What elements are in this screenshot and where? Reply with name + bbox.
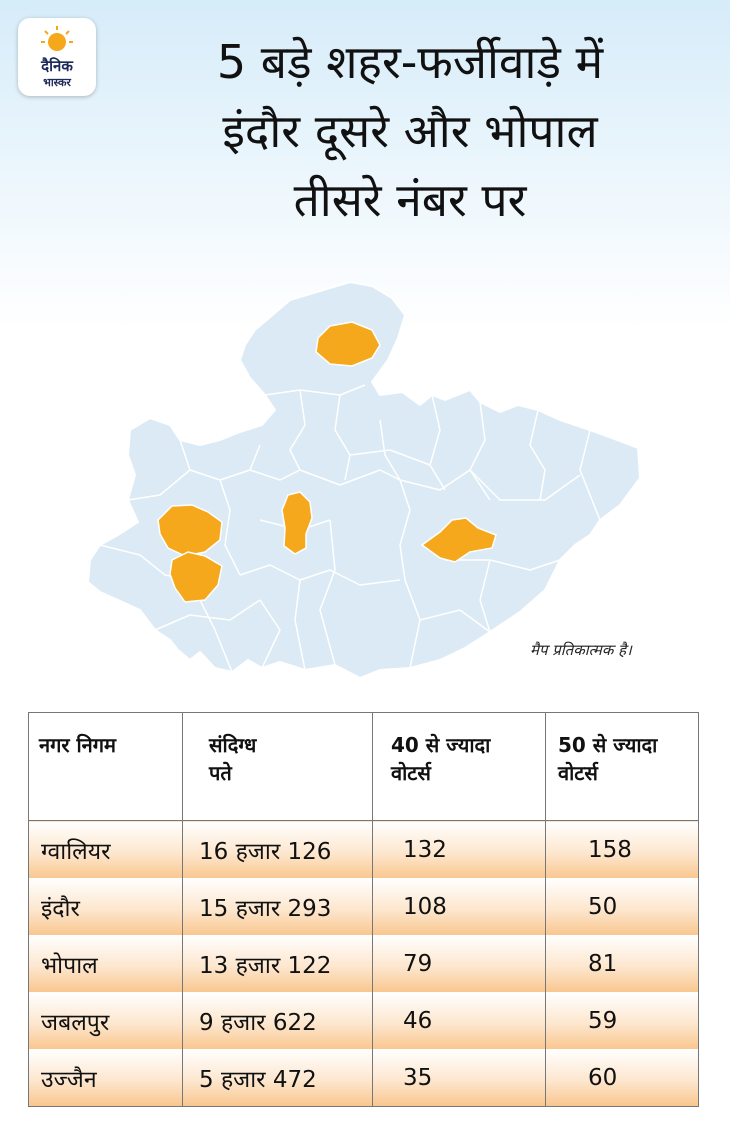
cell-city: उज्जैन <box>28 1049 183 1107</box>
cell-over40: 46 <box>372 992 546 1049</box>
table-row: ग्वालियर 16 हजार 126 132 158 <box>28 820 699 878</box>
cell-city: जबलपुर <box>28 992 183 1049</box>
page-title: 5 बड़े शहर-फर्जीवाड़े में इंदौर दूसरे और… <box>110 28 710 235</box>
madhya-pradesh-map <box>87 281 641 679</box>
header-over50-line1: 50 से ज्यादा <box>558 733 658 757</box>
cell-addresses: 15 हजार 293 <box>182 878 373 935</box>
dainik-bhaskar-logo: दैनिक भास्कर <box>18 18 96 96</box>
table-header-row: नगर निगम संदिग्ध पते 40 से ज्यादा वोटर्स… <box>28 712 699 821</box>
table-row: इंदौर 15 हजार 293 108 50 <box>28 878 699 935</box>
logo-line-2: भास्कर <box>43 76 71 89</box>
table-row: उज्जैन 5 हजार 472 35 60 <box>28 1049 699 1107</box>
table-row: भोपाल 13 हजार 122 79 81 <box>28 935 699 992</box>
ujjain-region <box>157 504 223 557</box>
cell-over50: 158 <box>545 820 699 878</box>
cell-over50: 60 <box>545 1049 699 1107</box>
gwalior-region <box>315 321 381 367</box>
title-line-1: 5 बड़े शहर-फर्जीवाड़े में <box>216 35 604 89</box>
header-over40-line1: 40 से ज्यादा <box>391 733 491 757</box>
cell-over40: 108 <box>372 878 546 935</box>
city-data-table: नगर निगम संदिग्ध पते 40 से ज्यादा वोटर्स… <box>28 712 699 1107</box>
cell-over40: 79 <box>372 935 546 992</box>
header-over40-line2: वोटर्स <box>391 761 431 785</box>
bhopal-region <box>281 491 313 555</box>
cell-city: इंदौर <box>28 878 183 935</box>
title-line-3: तीसरे नंबर पर <box>293 173 527 227</box>
title-line-2: इंदौर दूसरे और भोपाल <box>222 104 598 158</box>
map-note: मैप प्रतिकात्मक है। <box>530 641 632 659</box>
header-addresses-line1: संदिग्ध <box>209 733 257 757</box>
header-over50-line2: वोटर्स <box>558 761 598 785</box>
logo-line-1: दैनिक <box>41 57 73 75</box>
table-row: जबलपुर 9 हजार 622 46 59 <box>28 992 699 1049</box>
cell-over40: 132 <box>372 820 546 878</box>
cell-city: भोपाल <box>28 935 183 992</box>
header-city-line1: नगर निगम <box>39 733 117 757</box>
cell-addresses: 13 हजार 122 <box>182 935 373 992</box>
header-over40: 40 से ज्यादा वोटर्स <box>372 712 546 821</box>
sun-icon <box>41 26 73 51</box>
cell-city: ग्वालियर <box>28 820 183 878</box>
cell-addresses: 5 हजार 472 <box>182 1049 373 1107</box>
header-over50: 50 से ज्यादा वोटर्स <box>545 712 699 821</box>
cell-over40: 35 <box>372 1049 546 1107</box>
header-addresses: संदिग्ध पते <box>182 712 373 821</box>
cell-over50: 81 <box>545 935 699 992</box>
district-borders <box>99 384 601 673</box>
cell-over50: 59 <box>545 992 699 1049</box>
cell-over50: 50 <box>545 878 699 935</box>
cell-addresses: 16 हजार 126 <box>182 820 373 878</box>
header-addresses-line2: पते <box>209 761 232 785</box>
state-outline <box>87 281 641 679</box>
header-city: नगर निगम <box>28 712 183 821</box>
cell-addresses: 9 हजार 622 <box>182 992 373 1049</box>
jabalpur-region <box>420 517 497 563</box>
indore-region <box>169 551 223 603</box>
